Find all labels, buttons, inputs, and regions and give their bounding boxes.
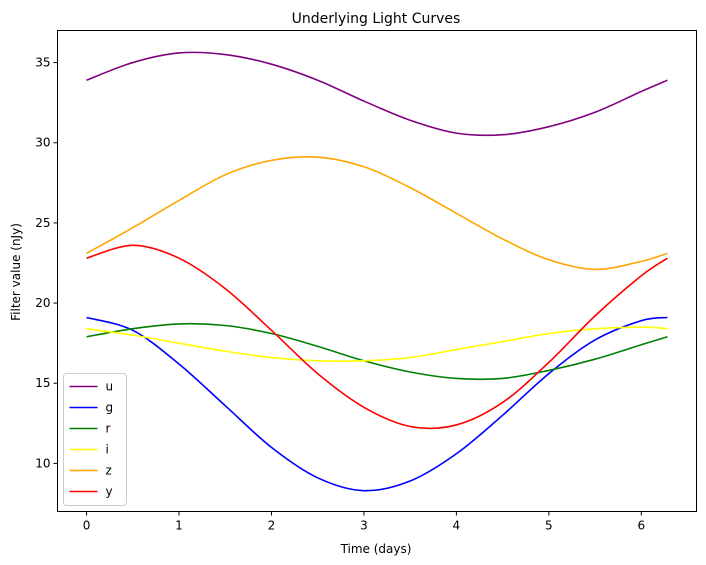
- series-line-y: [86, 244, 668, 430]
- chart-title: Underlying Light Curves: [292, 11, 461, 27]
- x-tick-label: 6: [637, 519, 645, 533]
- plot-area: [86, 51, 668, 492]
- y-tick-label: 25: [35, 216, 50, 230]
- x-tick-label: 2: [268, 519, 276, 533]
- series-line-r: [86, 322, 668, 381]
- x-axis-label: Time (days): [340, 542, 412, 556]
- legend-box: [63, 373, 127, 506]
- x-tick-label: 1: [175, 519, 183, 533]
- x-tick-label: 4: [453, 519, 461, 533]
- x-axis: 0 1 2 3 4 5 6: [83, 511, 645, 533]
- y-axis-label: Filter value (nJy): [9, 223, 23, 321]
- series-line-u: [86, 51, 668, 137]
- legend-label-r: r: [106, 422, 111, 436]
- legend-label-y: y: [106, 485, 113, 499]
- y-axis: 10 15 20 25 30 35: [35, 56, 58, 470]
- plot-frame: [57, 30, 697, 512]
- y-tick-label: 10: [35, 456, 50, 470]
- series-line-i: [86, 326, 668, 362]
- series-line-g: [86, 316, 668, 492]
- legend-label-i: i: [106, 443, 109, 457]
- y-tick-label: 35: [35, 56, 50, 70]
- y-tick-label: 15: [35, 376, 50, 390]
- y-tick-label: 30: [35, 136, 50, 150]
- y-tick-label: 20: [35, 296, 50, 310]
- legend-label-z: z: [106, 464, 112, 478]
- x-tick-label: 3: [360, 519, 368, 533]
- x-tick-label: 0: [83, 519, 91, 533]
- legend-label-u: u: [106, 380, 114, 394]
- x-tick-label: 5: [545, 519, 553, 533]
- legend-label-g: g: [106, 401, 114, 415]
- series-line-z: [86, 155, 668, 271]
